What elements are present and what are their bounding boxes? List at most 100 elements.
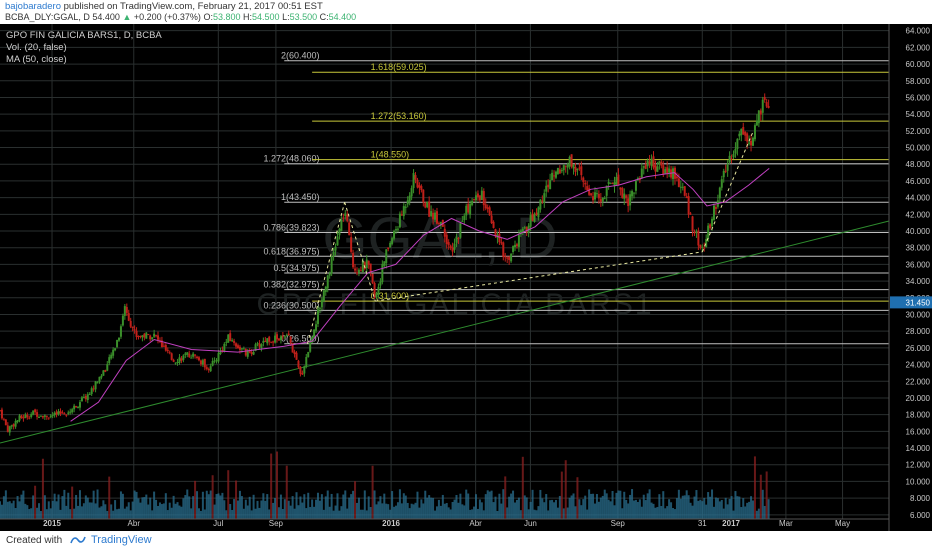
candle-body bbox=[597, 193, 600, 199]
symbol-line: BCBA_DLY:GGAL, D 54.400 ▲ +0.200 (+0.37%… bbox=[5, 12, 356, 22]
volume-bar bbox=[125, 506, 128, 519]
volume-bar bbox=[410, 503, 413, 519]
author-link[interactable]: bajobaradero bbox=[5, 1, 61, 12]
volume-bar bbox=[400, 503, 403, 519]
volume-bar bbox=[155, 499, 158, 519]
price-change: +0.200 (+0.37%) bbox=[133, 12, 201, 22]
candle-body bbox=[689, 213, 692, 215]
volume-bar bbox=[355, 502, 358, 519]
candle-body bbox=[67, 412, 70, 414]
volume-bar bbox=[695, 490, 698, 519]
candle-body bbox=[541, 200, 544, 202]
candle-body bbox=[20, 415, 23, 419]
candle-body bbox=[461, 220, 464, 222]
candle-body bbox=[761, 99, 764, 113]
candle-body bbox=[63, 413, 66, 415]
volume-bar bbox=[443, 503, 446, 519]
fib-level-label: 0.382(32.975) bbox=[264, 280, 320, 290]
volume-bar bbox=[736, 496, 739, 519]
volume-bar bbox=[311, 499, 314, 519]
volume-bar bbox=[4, 490, 7, 519]
fib-level-label: 0.786(39.823) bbox=[264, 222, 320, 232]
candle-body bbox=[677, 178, 680, 187]
volume-bar bbox=[80, 506, 83, 519]
candle-body bbox=[229, 333, 232, 342]
zigzag-segment bbox=[701, 130, 754, 253]
candle-body bbox=[712, 205, 715, 220]
y-tick-label: 48.000 bbox=[906, 160, 931, 169]
volume-bar bbox=[293, 508, 296, 519]
candle-body bbox=[297, 360, 300, 368]
volume-bar bbox=[430, 497, 433, 519]
volume-bar bbox=[432, 497, 435, 519]
volume-bar bbox=[41, 458, 44, 519]
chart-area[interactable]: GGAL, D GPO FIN GALICIA BARS1 2(60.400) 1… bbox=[0, 8, 932, 531]
high-value: 54.500 bbox=[252, 12, 280, 22]
volume-bar bbox=[389, 509, 392, 519]
candle-body bbox=[398, 213, 401, 228]
volume-bar bbox=[752, 500, 755, 519]
candle-body bbox=[379, 281, 382, 286]
volume-bar bbox=[141, 497, 144, 519]
volume-bar bbox=[422, 503, 425, 519]
candle-body bbox=[279, 336, 282, 341]
candle-body bbox=[504, 256, 507, 258]
publish-line: bajobaradero published on TradingView.co… bbox=[5, 1, 323, 12]
candle-body bbox=[609, 182, 612, 184]
volume-bar bbox=[361, 509, 364, 519]
volume-bar bbox=[114, 500, 117, 519]
volume-bar bbox=[601, 495, 604, 519]
candle-body bbox=[332, 251, 335, 257]
volume-bar bbox=[763, 505, 766, 519]
volume-bar bbox=[301, 502, 304, 519]
candle-body bbox=[104, 370, 107, 372]
candle-body bbox=[650, 158, 653, 166]
volume-bar bbox=[584, 495, 587, 519]
candle-body bbox=[551, 172, 554, 181]
volume-bar bbox=[246, 505, 249, 519]
volume-bar bbox=[289, 505, 292, 519]
volume-bar bbox=[712, 506, 715, 519]
volume-bar bbox=[207, 494, 210, 519]
price-chart[interactable]: GGAL, D GPO FIN GALICIA BARS1 2(60.400)1… bbox=[0, 8, 932, 531]
candle-body bbox=[106, 364, 109, 371]
x-tick-label: Jun bbox=[524, 519, 537, 528]
candle-body bbox=[205, 367, 208, 370]
candle-body bbox=[660, 161, 663, 166]
volume-bar bbox=[223, 500, 226, 519]
volume-bar bbox=[365, 510, 368, 519]
volume-bar bbox=[2, 496, 5, 519]
volume-bar bbox=[603, 489, 606, 519]
tradingview-brand[interactable]: TradingView bbox=[91, 534, 152, 546]
candle-body bbox=[295, 352, 298, 360]
candle-body bbox=[254, 344, 257, 351]
candle-body bbox=[695, 231, 698, 233]
candle-body bbox=[346, 214, 349, 221]
volume-bar bbox=[287, 500, 290, 519]
legend-ma[interactable]: MA (50, close) bbox=[6, 54, 67, 65]
candle-body bbox=[763, 96, 766, 100]
candle-body bbox=[759, 110, 762, 115]
candle-body bbox=[494, 229, 497, 237]
candle-body bbox=[340, 219, 343, 231]
volume-bar bbox=[18, 501, 21, 519]
volume-bar bbox=[711, 489, 714, 519]
volume-bar bbox=[631, 489, 634, 519]
candle-body bbox=[293, 351, 296, 355]
volume-bar bbox=[98, 507, 101, 519]
volume-bar bbox=[473, 506, 476, 519]
legend-vol[interactable]: Vol. (20, false) bbox=[6, 42, 67, 53]
candle-body bbox=[543, 193, 546, 203]
volume-bar bbox=[291, 496, 294, 519]
candle-body bbox=[469, 203, 472, 215]
volume-bar bbox=[24, 503, 27, 519]
volume-bar bbox=[476, 508, 479, 519]
candle-body bbox=[722, 170, 725, 178]
watermark-ticker: GGAL, D bbox=[322, 206, 557, 271]
volume-bar bbox=[168, 502, 171, 519]
fib-level-label: 2(60.400) bbox=[281, 51, 320, 61]
candle-body bbox=[223, 343, 226, 352]
candle-body bbox=[465, 205, 468, 216]
candle-body bbox=[149, 335, 152, 340]
volume-bar bbox=[664, 508, 667, 519]
